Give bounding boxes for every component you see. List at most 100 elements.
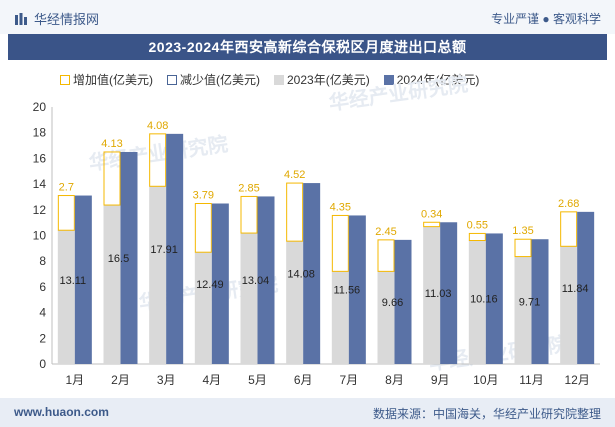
value-2024-label: 13.11 — [59, 275, 86, 287]
bar-increase — [149, 133, 167, 187]
legend-item-decrease: 减少值(亿美元) — [167, 71, 260, 88]
title-bar: 2023-2024年西安高新综合保税区月度进出口总额 — [8, 34, 607, 60]
x-tick-label: 6月 — [294, 373, 313, 387]
legend-swatch-increase — [60, 74, 70, 85]
bar-2024 — [440, 222, 458, 364]
legend-swatch-2023 — [274, 74, 284, 85]
y-tick-label: 14 — [33, 177, 47, 191]
logo-icon — [15, 12, 27, 25]
y-tick-label: 4 — [39, 306, 46, 320]
bar-2023 — [423, 226, 441, 364]
change-value-label: 2.68 — [558, 198, 579, 210]
y-tick-label: 12 — [33, 203, 47, 217]
value-2024-label: 13.04 — [242, 275, 270, 287]
change-value-label: 2.45 — [375, 226, 396, 238]
bar-increase — [331, 214, 349, 272]
bar-2024 — [74, 195, 92, 364]
change-value-label: 4.13 — [101, 138, 122, 150]
bar-2024 — [348, 215, 366, 364]
bar-2023 — [331, 271, 349, 364]
x-tick-label: 11月 — [519, 373, 543, 387]
change-value-label: 3.79 — [193, 190, 214, 202]
bar-increase — [240, 195, 258, 234]
y-tick-label: 6 — [39, 280, 46, 294]
x-tick-label: 2月 — [111, 373, 130, 387]
x-tick-label: 12月 — [564, 373, 589, 387]
value-2024-label: 9.71 — [519, 297, 540, 309]
chart-axes: 0 2 4 6 8 10 12 14 16 18 20 — [33, 100, 600, 371]
legend-swatch-2024 — [383, 74, 394, 85]
bar-2023 — [57, 230, 75, 364]
value-2024-label: 9.66 — [382, 297, 403, 309]
bar-2023 — [149, 186, 167, 364]
bar-2023 — [194, 252, 212, 364]
brand-name: 华经情报网 — [34, 12, 100, 27]
legend-label-2024: 2024年(亿美元) — [396, 73, 480, 87]
bar-2024 — [303, 183, 321, 364]
change-value-label: 2.7 — [59, 182, 74, 194]
bar-2023 — [377, 271, 395, 364]
x-tick-label: 9月 — [431, 373, 450, 387]
site-url: www.huaon.com — [14, 405, 109, 419]
bar-increase — [286, 182, 304, 242]
x-tick-label: 3月 — [157, 373, 176, 387]
bar-2023 — [286, 241, 304, 364]
value-2024-label: 12.49 — [196, 279, 224, 291]
legend-item-increase: 增加值(亿美元) — [60, 71, 153, 88]
chart-legend: 增加值(亿美元) 减少值(亿美元) 2023年(亿美元) 2024年(亿美元) — [60, 71, 479, 88]
change-value-label: 4.08 — [147, 120, 168, 132]
value-2024-label: 17.91 — [150, 244, 178, 256]
bar-increase — [103, 151, 121, 206]
header-bar: 华经情报网 专业严谨 ● 客观科学 — [0, 0, 615, 34]
y-tick-label: 18 — [33, 126, 47, 140]
x-tick-label: 4月 — [202, 373, 221, 387]
bar-2024 — [211, 203, 229, 364]
change-value-label: 4.52 — [284, 169, 305, 181]
chart-labels: 2.7 13.11 1月 4.13 16.5 2月 4.08 17.91 3月 3.79 12.49… — [59, 120, 590, 387]
brand: 华经情报网 — [14, 9, 99, 28]
legend-item-2024: 2024年(亿美元) — [383, 71, 480, 88]
bar-increase — [468, 232, 486, 242]
x-tick-label: 1月 — [65, 373, 84, 387]
value-2024-label: 14.08 — [287, 269, 315, 281]
value-2024-label: 10.16 — [470, 294, 498, 306]
y-tick-label: 10 — [33, 229, 47, 243]
x-tick-label: 8月 — [385, 373, 404, 387]
bar-increase — [560, 211, 578, 247]
value-2024-label: 11.84 — [562, 283, 589, 295]
value-2024-label: 16.5 — [108, 253, 129, 265]
legend-label-decrease: 减少值(亿美元) — [180, 73, 260, 87]
chart-title: 2023-2024年西安高新综合保税区月度进出口总额 — [148, 39, 467, 55]
bar-2024 — [394, 239, 412, 364]
change-value-label: 4.35 — [330, 201, 351, 213]
x-tick-label: 5月 — [248, 373, 267, 387]
bar-2023 — [560, 246, 578, 364]
change-value-label: 2.85 — [238, 182, 259, 194]
y-tick-label: 20 — [33, 100, 47, 114]
bar-2024 — [531, 239, 549, 364]
change-value-label: 0.55 — [467, 219, 488, 231]
bar-2023 — [514, 256, 532, 364]
value-2024-label: 11.56 — [333, 285, 360, 297]
data-source: 数据来源：中国海关，华经产业研究院整理 — [372, 407, 601, 421]
x-tick-label: 10月 — [473, 373, 498, 387]
legend-swatch-decrease — [167, 74, 177, 85]
legend-label-increase: 增加值(亿美元) — [73, 73, 153, 87]
bar-2023 — [468, 240, 486, 364]
footer-bar: www.huaon.com 数据来源：中国海关，华经产业研究院整理 — [0, 398, 615, 427]
bar-2023 — [240, 233, 258, 364]
watermark-text: 华经产业研究院 — [327, 72, 469, 115]
legend-label-2023: 2023年(亿美元) — [287, 73, 370, 87]
bar-increase — [194, 203, 212, 253]
bar-increase — [514, 238, 532, 258]
bar-increase — [377, 239, 395, 272]
chart-bars — [57, 133, 595, 364]
bar-2023 — [103, 205, 121, 364]
bar-2024 — [166, 133, 184, 364]
bar-2024 — [257, 196, 275, 364]
y-tick-label: 0 — [39, 357, 46, 371]
bar-increase — [57, 195, 75, 231]
value-2024-label: 11.03 — [425, 288, 452, 300]
change-value-label: 1.35 — [512, 225, 533, 237]
